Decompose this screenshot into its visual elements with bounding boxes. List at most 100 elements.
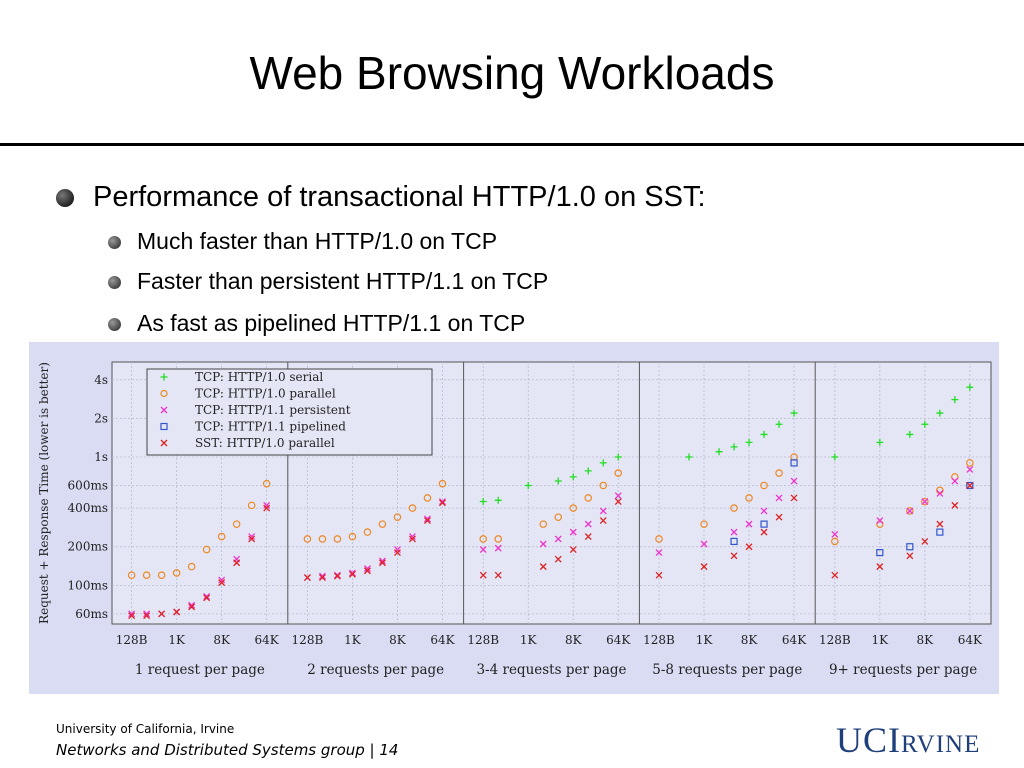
data-point	[247, 501, 256, 510]
data-point	[599, 481, 608, 490]
panel-caption: 3-4 requests per page	[476, 662, 626, 678]
legend-box	[146, 368, 433, 456]
x-tick-label: 128B	[467, 633, 499, 647]
data-point	[539, 563, 547, 571]
title-divider	[0, 143, 1024, 146]
data-point	[790, 459, 798, 467]
x-tick-label: 8K	[917, 633, 935, 647]
data-point	[584, 533, 592, 541]
data-point	[906, 507, 914, 515]
x-tick-label: 8K	[741, 633, 759, 647]
data-point	[494, 571, 502, 579]
data-point	[790, 477, 798, 485]
data-point	[554, 535, 562, 543]
x-tick-label: 128B	[819, 633, 851, 647]
data-point	[303, 574, 311, 582]
bullet-main: Performance of transactional HTTP/1.0 on…	[93, 181, 706, 213]
data-point	[378, 557, 386, 565]
data-point	[599, 507, 607, 515]
data-point	[831, 537, 839, 546]
x-tick-label: 64K	[430, 633, 455, 647]
data-point	[966, 482, 974, 489]
data-point	[217, 532, 226, 541]
x-tick-label: 128B	[292, 633, 324, 647]
data-point	[539, 540, 547, 548]
data-point	[423, 515, 431, 523]
data-point	[128, 610, 136, 618]
data-point	[524, 481, 532, 489]
legend-entry: SST: HTTP/1.0 parallel	[195, 436, 335, 450]
y-tick-label: 200ms	[68, 540, 108, 554]
data-point	[263, 501, 271, 509]
data-point	[775, 513, 783, 521]
data-point	[614, 498, 622, 505]
data-point	[906, 507, 914, 515]
data-point	[363, 565, 371, 573]
y-tick-label: 2s	[94, 411, 108, 425]
data-point	[790, 409, 798, 417]
x-tick-label: 64K	[782, 633, 807, 647]
x-tick-label: 64K	[606, 633, 631, 647]
uci-logo: UCIRVINE	[836, 719, 980, 761]
logo-uci: UCI	[836, 720, 901, 760]
chart-figure: 60ms 100ms 200ms 400ms 600ms 1s 2s 4s Request + …	[29, 342, 999, 694]
x-tick-label: 1K	[872, 633, 890, 647]
data-point	[423, 517, 431, 524]
bullet-dot-icon	[56, 189, 74, 207]
panel-caption: 2 requests per page	[307, 662, 444, 678]
data-point	[494, 496, 502, 504]
data-point	[479, 571, 487, 579]
data-point	[318, 535, 327, 543]
sub-bullet-dot-icon	[108, 318, 121, 331]
data-point	[187, 562, 196, 571]
data-point	[554, 555, 562, 563]
data-point	[906, 430, 914, 438]
data-point	[921, 537, 929, 545]
data-point	[655, 571, 663, 579]
slide-title: Web Browsing Workloads	[249, 47, 775, 99]
data-point	[393, 546, 401, 554]
x-tick-label: 8K	[213, 633, 231, 647]
x-tick-label: 1K	[696, 633, 714, 647]
sub-bullet-2: Faster than persistent HTTP/1.1 on TCP	[137, 268, 549, 294]
data-point	[263, 504, 271, 512]
data-point	[700, 540, 708, 548]
data-point	[614, 492, 622, 500]
y-tick-label: 100ms	[68, 578, 108, 592]
data-point	[157, 571, 166, 580]
data-point	[438, 499, 446, 507]
data-point	[173, 608, 181, 616]
data-point	[128, 612, 136, 620]
data-point	[831, 530, 839, 538]
data-point	[745, 494, 753, 502]
legend-marker	[160, 373, 168, 381]
data-point	[936, 520, 944, 528]
y-tick-label: 600ms	[68, 478, 108, 492]
data-point	[218, 576, 226, 584]
data-point	[951, 477, 959, 485]
data-point	[775, 420, 783, 428]
data-point	[142, 571, 151, 580]
data-point	[188, 603, 196, 611]
data-point	[303, 535, 312, 543]
data-point	[966, 465, 974, 473]
data-point	[348, 532, 357, 541]
data-point	[936, 409, 944, 417]
data-point	[262, 479, 271, 488]
data-point	[569, 473, 577, 481]
data-point	[202, 545, 211, 554]
data-point	[730, 552, 738, 560]
data-point	[248, 535, 256, 543]
data-point	[584, 520, 592, 528]
data-point	[936, 490, 944, 497]
y-tick-label: 60ms	[75, 607, 108, 621]
data-point	[685, 453, 693, 461]
data-point	[333, 571, 341, 579]
data-point	[248, 533, 256, 541]
x-tick-label: 128B	[643, 633, 675, 647]
data-point	[966, 481, 974, 490]
legend-entry: TCP: HTTP/1.1 persistent	[195, 403, 351, 417]
panel-caption: 1 request per page	[135, 662, 265, 678]
data-point	[423, 494, 432, 502]
y-tick-label: 4s	[94, 373, 108, 387]
